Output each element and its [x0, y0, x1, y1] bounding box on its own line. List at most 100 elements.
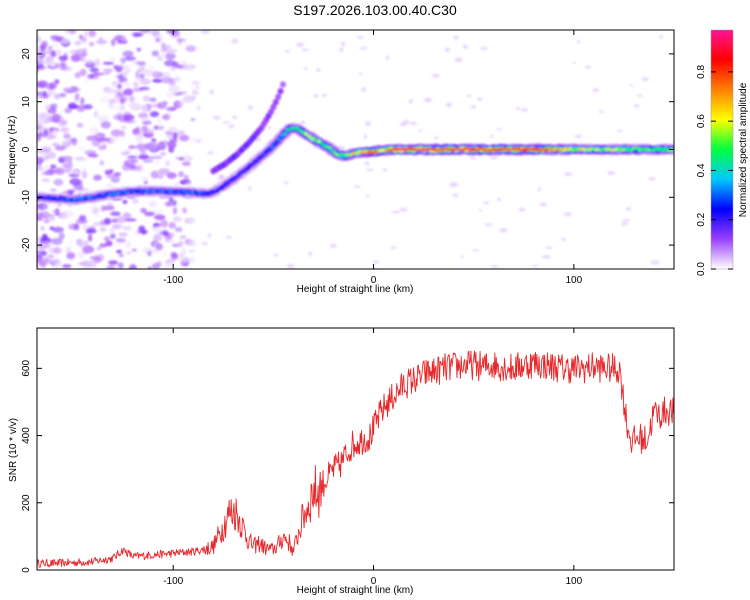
noise-blob: [390, 246, 397, 250]
noise-blob: [167, 127, 179, 132]
noise-blob: [136, 61, 146, 66]
spectrogram-y-axis-label: Frequency (Hz): [7, 116, 18, 185]
noise-blob: [356, 36, 364, 39]
noise-blob: [83, 59, 95, 64]
noise-blob: [42, 90, 47, 97]
noise-blob: [62, 210, 74, 218]
noise-blob: [37, 163, 42, 169]
noise-blob: [296, 42, 304, 47]
noise-blob: [82, 247, 90, 255]
noise-blob: [103, 236, 110, 242]
noise-blob: [178, 252, 184, 258]
noise-blob: [96, 247, 102, 251]
noise-blob: [207, 150, 214, 155]
ridge-segment: [328, 146, 332, 150]
noise-blob: [47, 254, 55, 258]
ridge-segment: [120, 190, 124, 193]
noise-blob: [191, 89, 199, 95]
colorbar-tick-label: 0.6: [696, 114, 707, 128]
noise-blob: [100, 157, 110, 161]
noise-blob: [145, 69, 154, 77]
noise-blob: [111, 38, 116, 47]
noise-blob: [445, 102, 452, 108]
noise-blob: [110, 211, 121, 216]
noise-blob: [128, 95, 135, 103]
noise-blob: [117, 262, 124, 269]
noise-blob: [470, 105, 477, 109]
noise-blob: [172, 216, 182, 222]
noise-blob: [82, 259, 89, 266]
noise-blob: [168, 85, 180, 94]
noise-blob: [37, 260, 41, 268]
ridge-segment: [402, 147, 406, 150]
noise-blob: [190, 118, 196, 122]
noise-blob: [61, 155, 73, 162]
noise-blob: [616, 129, 623, 132]
noise-blob: [55, 48, 62, 57]
noise-blob: [361, 87, 367, 93]
noise-blob: [120, 233, 127, 240]
colorbar-tick-label: 0.8: [696, 64, 707, 78]
noise-blob: [51, 35, 60, 42]
noise-blob: [112, 223, 123, 230]
noise-blob: [592, 88, 600, 92]
noise-blob: [231, 115, 238, 120]
noise-blob: [89, 67, 99, 73]
noise-blob: [489, 156, 498, 160]
noise-blob: [303, 67, 309, 70]
noise-blob: [166, 141, 177, 149]
noise-blob: [629, 84, 634, 87]
noise-blob: [156, 261, 162, 267]
noise-blob: [98, 36, 103, 41]
noise-blob: [42, 258, 53, 264]
noise-blob: [391, 210, 401, 214]
noise-blob: [50, 164, 57, 169]
noise-blob: [142, 159, 154, 163]
noise-blob: [182, 207, 187, 214]
noise-blob: [84, 75, 91, 83]
noise-blob: [135, 134, 144, 142]
noise-blob: [150, 170, 159, 179]
noise-blob: [153, 233, 163, 242]
noise-blob: [123, 88, 134, 96]
spectrogram-heatmap: [37, 30, 674, 269]
noise-blob: [168, 195, 174, 203]
noise-blob: [641, 77, 649, 82]
noise-blob: [88, 234, 93, 242]
noise-blob: [490, 134, 494, 139]
noise-blob: [63, 161, 69, 166]
noise-blob: [103, 137, 110, 142]
noise-blob: [52, 143, 60, 147]
noise-blob: [93, 72, 105, 76]
noise-blob: [449, 182, 459, 188]
noise-blob: [163, 239, 175, 243]
ridge-segment: [637, 149, 642, 152]
noise-blob: [112, 242, 122, 248]
noise-blob: [470, 156, 476, 160]
noise-blob: [175, 265, 184, 269]
noise-blob: [207, 233, 212, 238]
noise-blob: [152, 78, 163, 83]
y-tick-label: 0: [21, 567, 32, 573]
noise-blob: [127, 155, 138, 159]
noise-blob: [408, 98, 413, 104]
noise-blob: [83, 240, 88, 247]
noise-blob: [37, 80, 49, 89]
ridge-segment: [254, 160, 259, 163]
noise-blob: [273, 253, 279, 257]
noise-blob: [63, 52, 68, 59]
noise-blob: [403, 119, 410, 124]
noise-blob: [137, 112, 149, 119]
noise-blob: [174, 76, 181, 82]
noise-blob: [158, 140, 170, 144]
noise-blob: [37, 45, 40, 53]
noise-blob: [69, 49, 78, 55]
noise-blob: [116, 249, 123, 254]
noise-blob: [70, 54, 81, 62]
noise-blob: [111, 218, 118, 223]
noise-blob: [37, 249, 47, 258]
noise-blob: [178, 240, 184, 248]
noise-blob: [648, 177, 657, 181]
noise-blob: [52, 209, 60, 213]
